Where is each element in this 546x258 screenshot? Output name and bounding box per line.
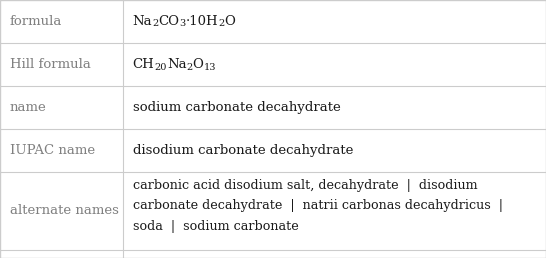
Text: soda  |  sodium carbonate: soda | sodium carbonate [133, 220, 299, 233]
Text: formula: formula [10, 15, 62, 28]
Text: alternate names: alternate names [10, 205, 118, 217]
Text: 2: 2 [152, 20, 158, 28]
Text: carbonic acid disodium salt, decahydrate  |  disodium: carbonic acid disodium salt, decahydrate… [133, 179, 477, 192]
Text: carbonate decahydrate  |  natrii carbonas decahydricus  |: carbonate decahydrate | natrii carbonas … [133, 199, 503, 212]
Text: disodium carbonate decahydrate: disodium carbonate decahydrate [133, 144, 353, 157]
Text: 20: 20 [155, 62, 167, 71]
Text: name: name [10, 101, 46, 114]
Text: 3: 3 [180, 20, 186, 28]
Text: CH: CH [133, 58, 155, 71]
Text: Na: Na [133, 15, 152, 28]
Text: sodium carbonate decahydrate: sodium carbonate decahydrate [133, 101, 340, 114]
Text: CO: CO [158, 15, 180, 28]
Text: O: O [224, 15, 235, 28]
Text: O: O [193, 58, 204, 71]
Text: IUPAC name: IUPAC name [10, 144, 95, 157]
Text: 13: 13 [204, 62, 216, 71]
Text: ·10H: ·10H [186, 15, 218, 28]
Text: Na: Na [167, 58, 186, 71]
Text: Hill formula: Hill formula [10, 58, 91, 71]
Text: 2: 2 [186, 62, 193, 71]
Text: 2: 2 [218, 20, 224, 28]
